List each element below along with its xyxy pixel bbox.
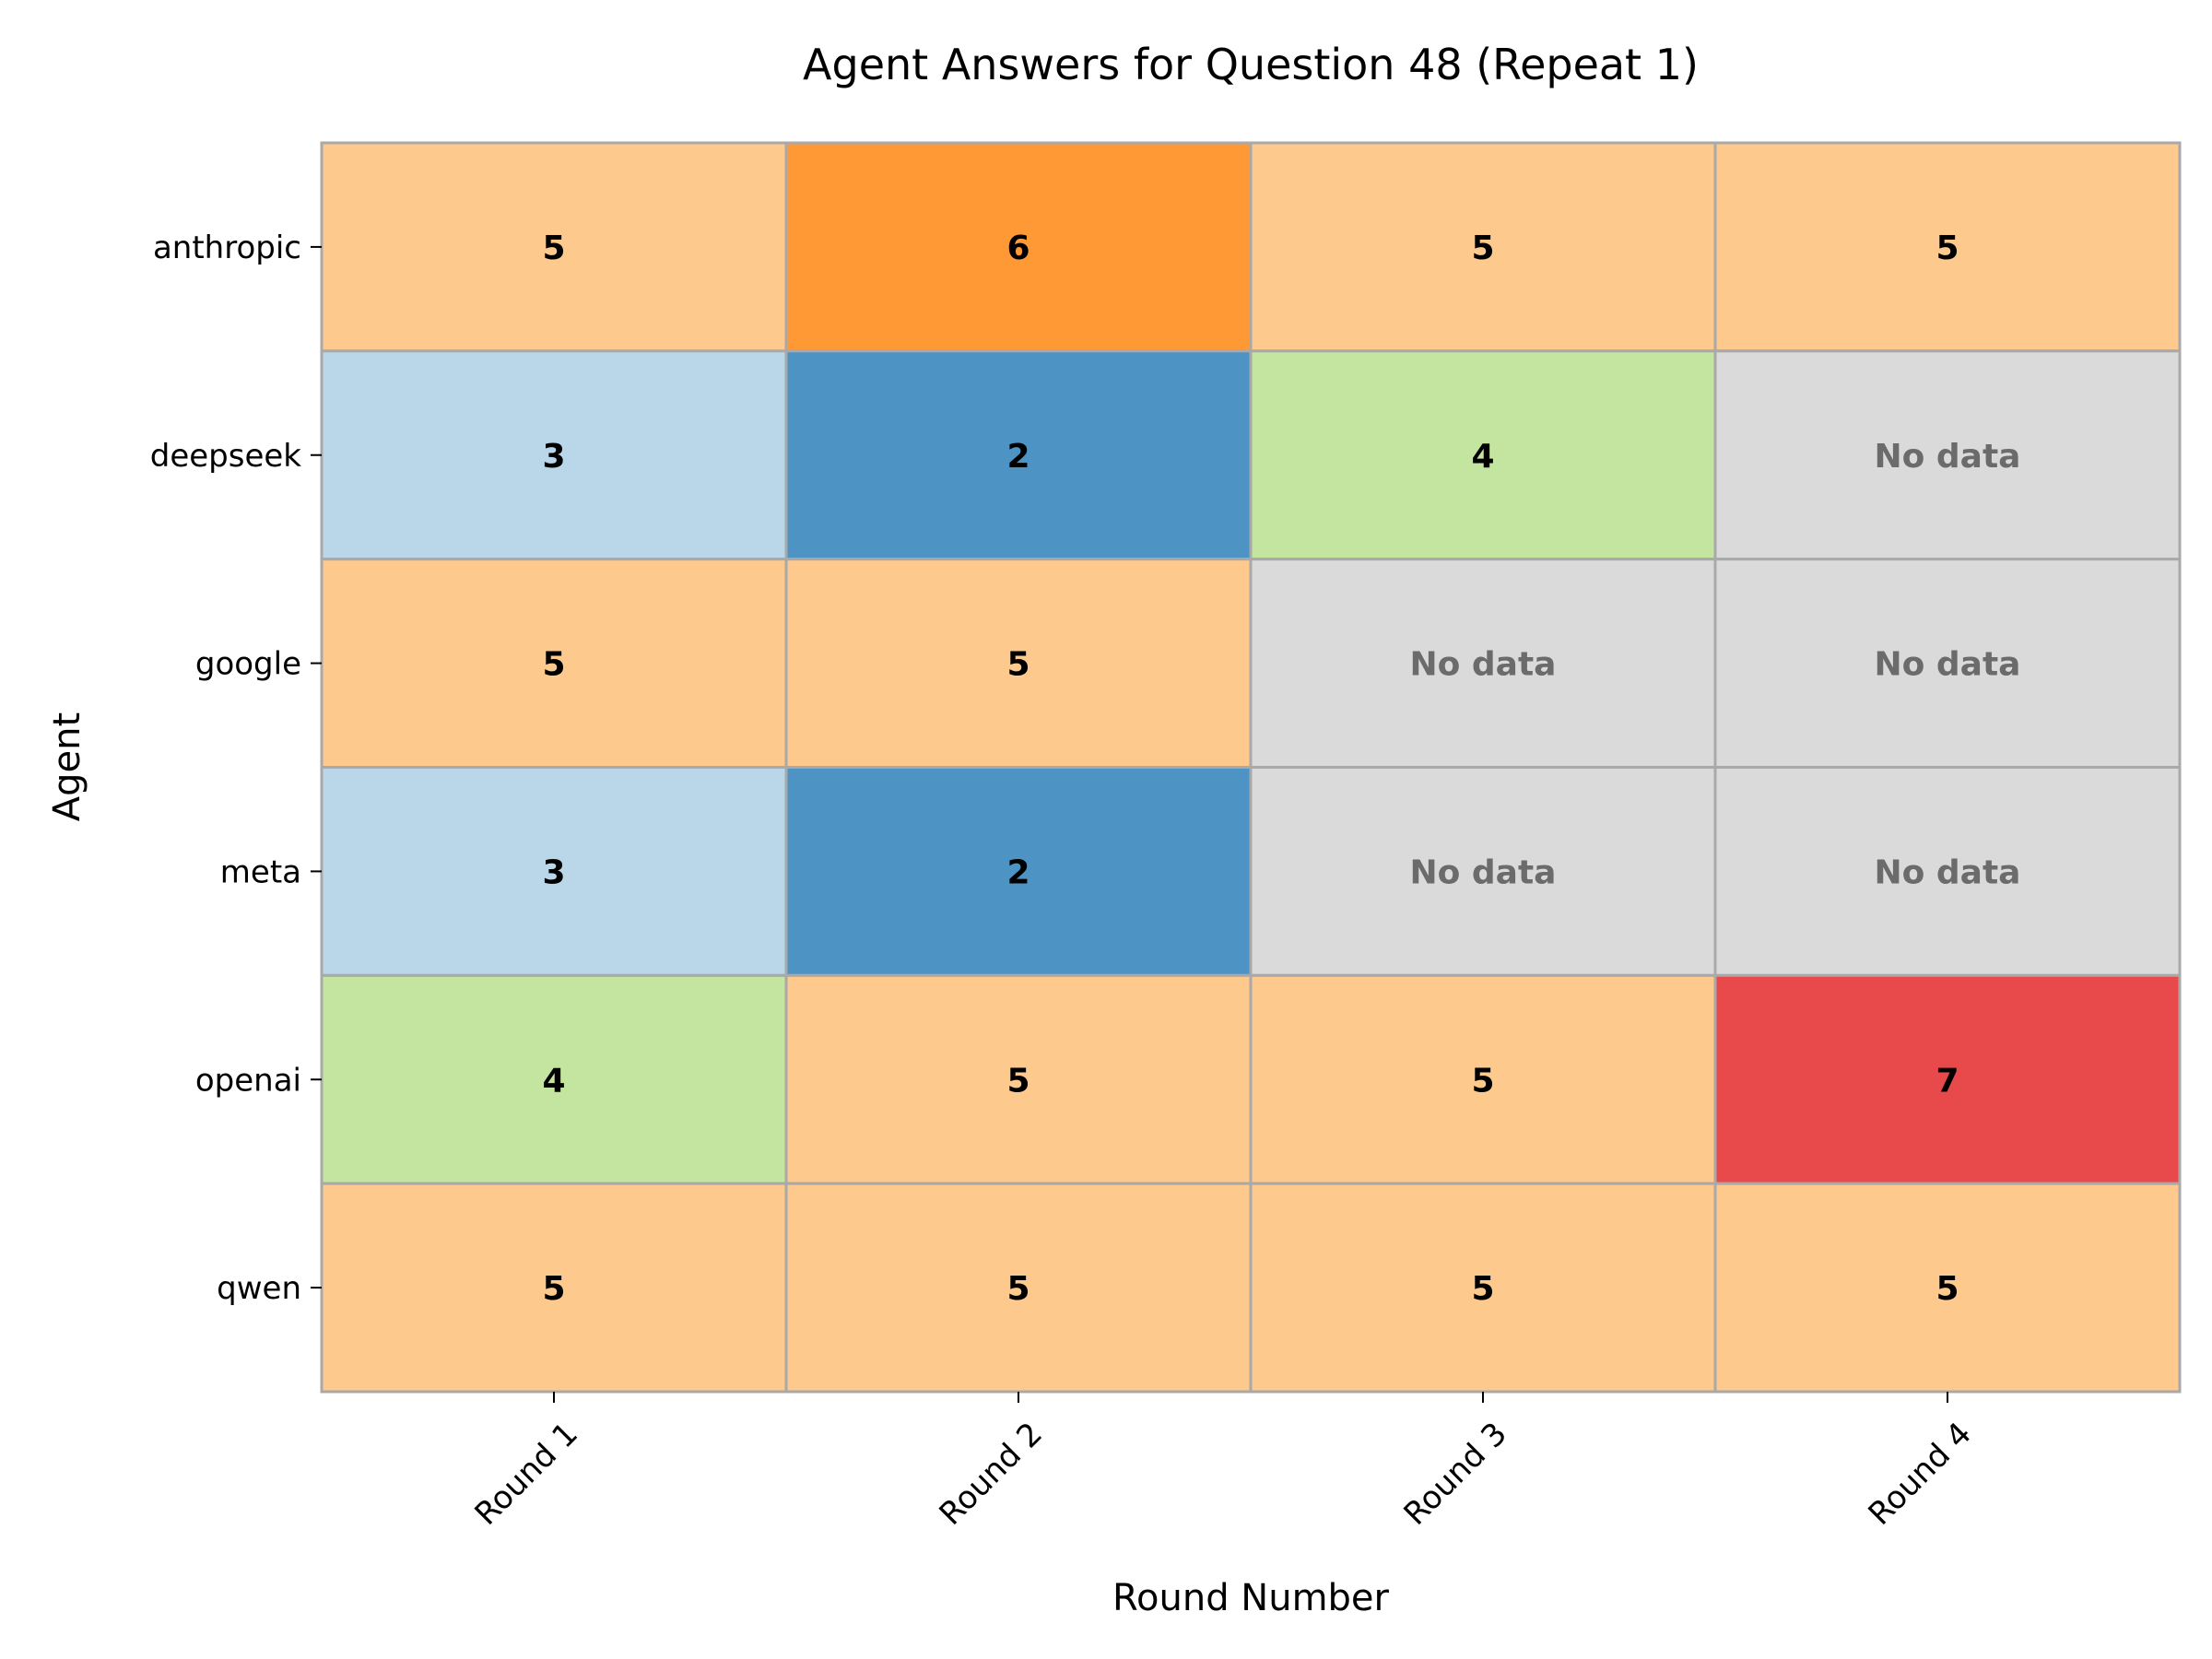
cell-value-label: 5	[1936, 229, 1959, 267]
x-tick-label: Round 1	[468, 1416, 585, 1533]
cell-value-label: 5	[1471, 1062, 1494, 1100]
x-axis-ticks: Round 1 Round 2 Round 3 Round 4	[468, 1392, 1979, 1533]
cell-value-label: 2	[1006, 853, 1030, 891]
cell-value-label: 5	[1471, 1270, 1494, 1308]
heatmap-cell	[784, 766, 1253, 977]
heatmap-cell	[784, 141, 1253, 353]
y-tick-label: meta	[220, 853, 301, 890]
cell-label-no-data: No data	[1875, 853, 2021, 891]
heatmap-cell	[1249, 766, 1717, 977]
heatmap-cell	[1713, 349, 2182, 561]
heatmap-cell	[1713, 558, 2182, 770]
heatmap-cell	[320, 141, 788, 353]
heatmap-cell	[1713, 766, 2182, 977]
cell-value-label: 3	[542, 853, 565, 891]
heatmap-cell	[784, 1182, 1253, 1394]
x-tick-label: Round 2	[933, 1416, 1050, 1533]
cell-value-label: 5	[1936, 1270, 1959, 1308]
y-axis-label: Agent	[46, 712, 88, 821]
cell-label-no-data: No data	[1410, 853, 1557, 891]
cell-value-label: 5	[542, 646, 565, 684]
cell-label-no-data: No data	[1875, 438, 2021, 476]
heatmap-cell	[784, 349, 1253, 561]
cell-value-label: 4	[1471, 438, 1494, 476]
y-tick-label: anthropic	[153, 229, 301, 266]
heatmap-cell	[320, 973, 788, 1185]
heatmap-cell	[320, 1182, 788, 1394]
heatmap-cell	[1249, 973, 1717, 1185]
heatmap-cell	[1249, 141, 1717, 353]
cell-value-label: 5	[542, 1270, 565, 1308]
cell-label-no-data: No data	[1875, 646, 2021, 684]
y-axis-ticks: anthropic deepseek google meta openai qwen	[150, 229, 322, 1307]
y-tick-label: google	[195, 646, 301, 683]
heatmap-cells	[320, 141, 2182, 1394]
x-tick-label: Round 3	[1397, 1416, 1514, 1533]
cell-value-label: 2	[1006, 438, 1030, 476]
heatmap-cell	[1713, 973, 2182, 1185]
y-tick-label: qwen	[217, 1270, 301, 1307]
y-tick-label: deepseek	[150, 438, 302, 475]
heatmap-cell	[320, 766, 788, 977]
heatmap-cell-labels: 5 6 5 5 3 2 4 No data 5 5 No data No data 3 2 No data N…	[542, 229, 2020, 1308]
heatmap-cell	[320, 349, 788, 561]
heatmap-cell	[784, 558, 1253, 770]
heatmap-cell	[784, 973, 1253, 1185]
y-tick-label: openai	[195, 1062, 301, 1099]
cell-label-no-data: No data	[1410, 646, 1557, 684]
cell-value-label: 5	[1006, 1062, 1030, 1100]
cell-value-label: 7	[1936, 1062, 1959, 1100]
cell-value-label: 5	[1006, 1270, 1030, 1308]
x-tick-label: Round 4	[1862, 1416, 1979, 1533]
heatmap-cell	[1713, 1182, 2182, 1394]
cell-value-label: 6	[1006, 229, 1030, 267]
cell-value-label: 4	[542, 1062, 565, 1100]
heatmap-cell	[1249, 1182, 1717, 1394]
x-axis-label: Round Number	[1112, 1577, 1390, 1619]
cell-value-label: 5	[1006, 646, 1030, 684]
cell-value-label: 5	[1471, 229, 1494, 267]
cell-value-label: 3	[542, 438, 565, 476]
chart-title: Agent Answers for Question 48 (Repeat 1)	[803, 40, 1699, 89]
heatmap-cell	[1713, 141, 2182, 353]
cell-value-label: 5	[542, 229, 565, 267]
